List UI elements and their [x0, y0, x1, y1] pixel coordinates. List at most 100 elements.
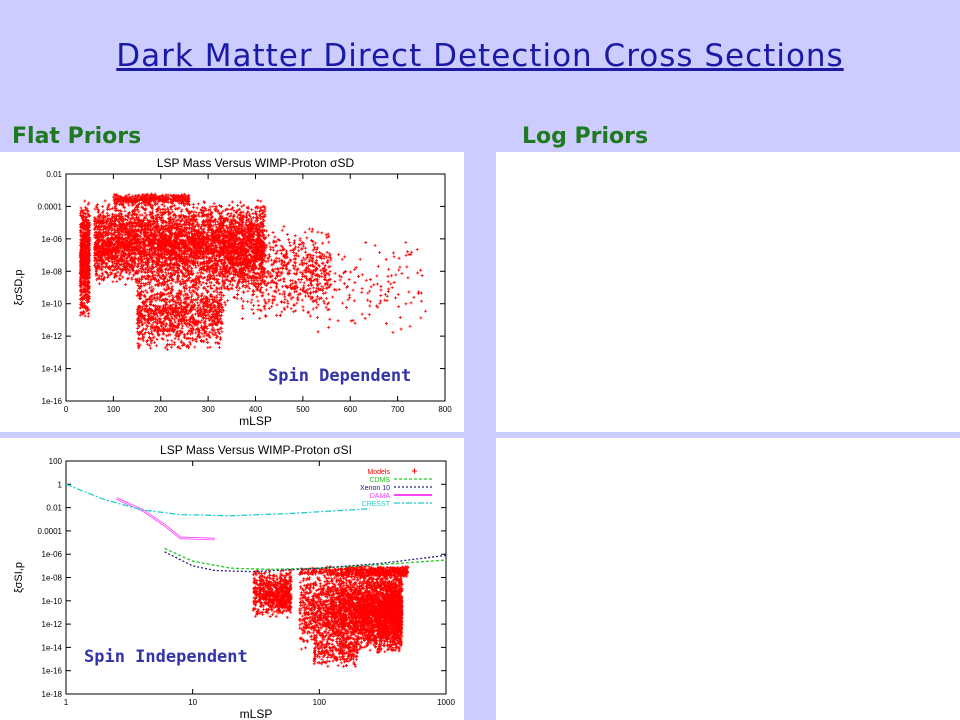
data-point — [85, 246, 89, 250]
data-point — [81, 280, 85, 284]
data-point — [241, 210, 245, 214]
data-point — [84, 240, 88, 244]
data-point — [87, 249, 91, 253]
data-point — [79, 288, 83, 292]
data-point — [143, 211, 147, 215]
data-point — [79, 274, 83, 278]
data-point — [83, 219, 87, 223]
data-point — [110, 214, 114, 218]
data-point — [87, 299, 91, 303]
data-point — [81, 253, 85, 257]
data-point — [84, 279, 88, 283]
data-point — [82, 273, 86, 277]
data-point — [87, 212, 91, 216]
data-point — [212, 283, 216, 287]
data-point — [123, 283, 127, 287]
data-point — [145, 213, 149, 217]
series-models — [78, 192, 428, 351]
data-point — [86, 253, 90, 257]
x-tick-label: 800 — [438, 405, 452, 414]
data-point — [230, 200, 234, 204]
data-point — [101, 205, 105, 209]
data-point — [82, 212, 86, 216]
data-point — [78, 211, 82, 215]
data-point — [83, 289, 87, 293]
data-point — [152, 270, 156, 274]
data-point — [120, 267, 124, 271]
data-point — [189, 266, 193, 270]
data-point — [87, 295, 91, 299]
x-tick-label: 700 — [391, 405, 405, 414]
data-point — [87, 232, 91, 236]
data-point — [80, 230, 84, 234]
data-point — [86, 226, 90, 230]
data-point — [124, 270, 128, 274]
data-point — [87, 261, 91, 265]
y-tick-label: 1e-14 — [42, 365, 63, 374]
data-point — [199, 271, 203, 275]
data-point — [195, 206, 199, 210]
data-point — [138, 213, 142, 217]
data-point — [194, 210, 198, 214]
data-point — [78, 278, 82, 282]
data-point — [85, 282, 89, 286]
data-point — [83, 231, 87, 235]
data-point — [79, 206, 83, 210]
data-point — [81, 243, 85, 247]
data-point — [194, 265, 198, 269]
data-point — [93, 207, 97, 211]
data-point — [196, 271, 200, 275]
data-point — [187, 214, 191, 218]
y-tick-label: 1e-08 — [42, 267, 63, 276]
data-point — [78, 293, 82, 297]
data-point — [84, 273, 88, 277]
data-point — [84, 265, 88, 269]
data-point — [232, 209, 236, 213]
x-tick-label: 0 — [64, 405, 69, 414]
data-point — [163, 207, 167, 211]
data-point — [219, 267, 223, 271]
data-point — [80, 290, 84, 294]
data-point — [80, 300, 84, 304]
data-point — [82, 258, 86, 262]
x-tick-label: 100 — [107, 405, 121, 414]
log-priors-heading: Log Priors — [522, 124, 649, 149]
x-tick-label: 500 — [296, 405, 310, 414]
data-point — [86, 314, 90, 318]
data-point — [82, 276, 86, 280]
data-point — [79, 214, 83, 218]
data-point — [79, 276, 83, 280]
data-point — [86, 234, 90, 238]
data-point — [85, 288, 89, 292]
data-point — [78, 306, 82, 310]
y-tick-label: 1e-10 — [42, 300, 63, 309]
data-point — [78, 271, 82, 275]
data-point — [83, 237, 87, 241]
data-point — [251, 212, 255, 216]
data-point — [85, 296, 89, 300]
data-point — [87, 214, 91, 218]
data-point — [169, 282, 173, 286]
data-point — [83, 283, 87, 287]
data-point — [122, 206, 126, 210]
y-tick-label: 1e-16 — [42, 397, 63, 406]
data-point — [97, 210, 101, 214]
data-point — [120, 249, 124, 253]
data-point — [83, 304, 87, 308]
chart-flat-sd-svg: LSP Mass Versus WIMP-Proton σSD1e-161e-1… — [13, 156, 452, 428]
data-point — [80, 268, 84, 272]
data-point — [80, 245, 84, 249]
y-tick-label: 1e-12 — [42, 332, 63, 341]
data-point — [201, 281, 205, 285]
data-point — [84, 205, 88, 209]
data-point — [97, 282, 101, 286]
data-point — [85, 236, 89, 240]
data-point — [83, 199, 87, 203]
data-point — [236, 203, 240, 207]
data-point — [211, 205, 215, 209]
data-point — [118, 274, 122, 278]
data-point — [88, 246, 92, 250]
data-point — [86, 209, 90, 213]
data-point — [79, 303, 83, 307]
data-point — [87, 308, 91, 312]
